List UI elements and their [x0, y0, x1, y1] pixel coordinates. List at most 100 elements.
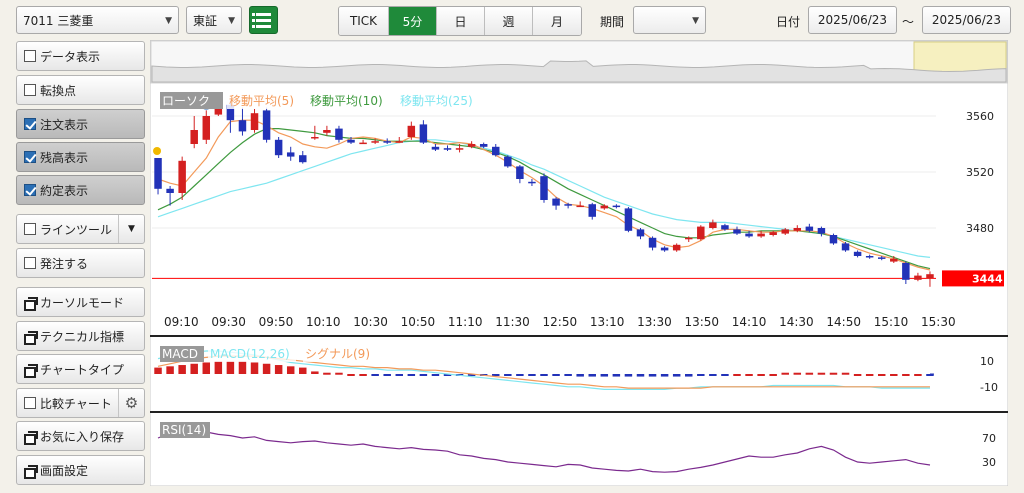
- sidebar-item-chart-type[interactable]: チャートタイプ: [16, 354, 145, 384]
- candle-body: [516, 166, 524, 179]
- macd-histogram-bar: [238, 361, 247, 374]
- candle-body: [540, 176, 548, 200]
- date-from-field[interactable]: 2025/06/23: [808, 6, 897, 34]
- macd-histogram-bar: [841, 372, 850, 375]
- macd-histogram-bar: [769, 374, 777, 376]
- sidebar-item-data-display[interactable]: データ表示: [16, 41, 145, 71]
- candle-body: [504, 156, 512, 167]
- macd-axis-tick: -10: [980, 381, 998, 394]
- date-from-value: 2025/06/23: [817, 13, 888, 27]
- sidebar-item-order-display[interactable]: 注文表示: [16, 109, 145, 139]
- macd-axis-tick: 10: [980, 355, 994, 368]
- chevron-down-icon: ▼: [165, 16, 172, 26]
- tab-5min[interactable]: 5分: [389, 7, 437, 35]
- macd-histogram-bar: [624, 374, 633, 377]
- sidebar-item-cursor-mode[interactable]: カーソルモード: [16, 287, 145, 317]
- macd-histogram-bar: [648, 374, 657, 377]
- tab-tick[interactable]: TICK: [339, 7, 389, 35]
- candle-body: [612, 205, 621, 208]
- candle-body: [238, 120, 247, 132]
- candle-body: [407, 125, 416, 137]
- macd-histogram-bar: [564, 374, 572, 376]
- macd-histogram-bar: [890, 374, 898, 376]
- checkbox-icon: [24, 223, 36, 235]
- sidebar-item-position-display[interactable]: 残高表示: [16, 142, 145, 172]
- candle-body: [467, 144, 476, 147]
- candle-body: [721, 225, 729, 230]
- checkbox-icon: [24, 397, 36, 409]
- candle-body: [829, 235, 838, 244]
- legend-label: MACD: [162, 347, 198, 361]
- legend-chip: [227, 92, 301, 109]
- macd-histogram-bar: [516, 374, 524, 376]
- sidebar-item-label: 転換点: [40, 83, 77, 98]
- price-axis-tick: 3560: [966, 110, 994, 123]
- sidebar-item-line-tool[interactable]: ラインツール ▼: [16, 214, 145, 244]
- sidebar-item-compare-chart[interactable]: 比較チャート ⚙: [16, 388, 145, 418]
- macd-histogram-bar: [902, 374, 910, 376]
- macd-histogram-bar: [612, 374, 621, 377]
- chart-area[interactable]: 3480 3520 3560 3444 ローソク 移動平均(5) 移動平均(10) 移動平均(…: [150, 40, 1008, 486]
- macd-histogram-bar: [492, 374, 500, 376]
- chevron-down-icon[interactable]: ▼: [118, 215, 144, 243]
- legend-chip: [308, 92, 394, 109]
- macd-histogram-bar: [467, 374, 476, 376]
- candle-body: [262, 110, 271, 140]
- sidebar-item-label: 比較チャート: [40, 396, 112, 411]
- macd-histogram-bar: [684, 374, 693, 377]
- sidebar-item-save-favorite[interactable]: お気に入り保存: [16, 421, 145, 451]
- macd-histogram-bar: [528, 374, 536, 376]
- symbol-select[interactable]: 7011 三菱重 ▼: [16, 6, 179, 34]
- macd-histogram-bar: [829, 372, 838, 375]
- period-select[interactable]: ▼: [633, 6, 706, 34]
- symbol-select-value: 7011 三菱重: [23, 13, 94, 28]
- navigator-series: [151, 60, 1007, 83]
- candle-body: [202, 116, 211, 140]
- window-icon: [24, 363, 38, 378]
- current-price-badge: [942, 270, 1004, 287]
- sidebar-item-label: 残高表示: [40, 150, 89, 165]
- sidebar-item-place-order[interactable]: 発注する: [16, 248, 145, 278]
- macd-histogram-bar: [299, 367, 307, 374]
- candle-body: [564, 204, 572, 206]
- macd-histogram-bar: [926, 374, 934, 376]
- candle-body: [431, 146, 440, 150]
- sidebar-item-technical-indicators[interactable]: テクニカル指標: [16, 321, 145, 351]
- candle-body: [190, 130, 198, 144]
- gear-icon[interactable]: ⚙: [118, 389, 144, 417]
- time-axis-tick: 12:50: [543, 315, 578, 329]
- sidebar-item-screen-settings[interactable]: 画面設定: [16, 455, 145, 485]
- price-axis-tick: 3480: [966, 222, 994, 235]
- candle-body: [757, 233, 765, 237]
- chevron-down-icon: ▼: [228, 16, 235, 26]
- tab-month[interactable]: 月: [533, 7, 581, 35]
- candle-body: [914, 275, 922, 280]
- candle-body: [455, 148, 464, 150]
- candle-body: [709, 222, 717, 228]
- date-range-separator: 〜: [902, 15, 915, 29]
- tab-day[interactable]: 日: [437, 7, 485, 35]
- tab-week[interactable]: 週: [485, 7, 533, 35]
- sidebar-item-label: チャートタイプ: [40, 362, 124, 377]
- market-select[interactable]: 東証 ▼: [186, 6, 242, 34]
- macd-histogram-bar: [697, 374, 705, 376]
- legend-label: シグナル(9): [305, 347, 370, 361]
- macd-histogram-bar: [443, 374, 452, 376]
- macd-histogram-bar: [202, 362, 211, 374]
- macd-histogram-bar: [154, 367, 162, 374]
- candle-body: [395, 141, 404, 143]
- macd-histogram-bar: [166, 366, 174, 374]
- macd-histogram-bar: [311, 371, 319, 374]
- macd-histogram-bar: [178, 365, 186, 374]
- sidebar-item-label: 約定表示: [40, 183, 89, 198]
- list-view-button[interactable]: [249, 6, 278, 34]
- macd-histogram-bar: [817, 372, 826, 375]
- candle-body: [492, 146, 500, 156]
- date-to-field[interactable]: 2025/06/23: [922, 6, 1011, 34]
- checkbox-icon: [24, 50, 36, 62]
- sidebar-item-execution-display[interactable]: 約定表示: [16, 175, 145, 205]
- sidebar-item-turning-point[interactable]: 転換点: [16, 75, 145, 105]
- checkbox-icon: [24, 257, 36, 269]
- macd-histogram-bar: [793, 372, 802, 375]
- macd-histogram-bar: [190, 363, 198, 374]
